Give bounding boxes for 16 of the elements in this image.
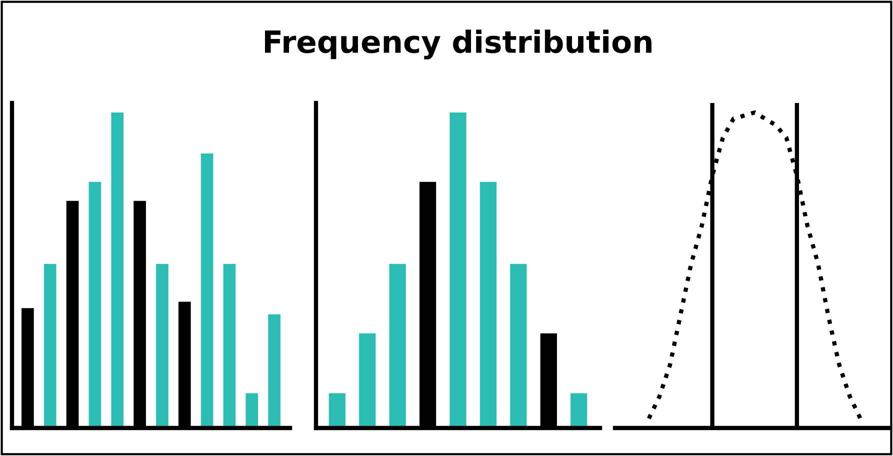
bar <box>359 333 376 428</box>
bar <box>88 182 102 428</box>
bar <box>389 264 406 428</box>
bar <box>200 153 214 428</box>
bar <box>111 112 124 428</box>
bar <box>156 264 168 428</box>
bar <box>450 112 466 428</box>
bar <box>268 314 280 428</box>
bar <box>328 393 346 428</box>
bar <box>570 393 588 428</box>
bar <box>223 264 236 428</box>
bar <box>510 264 527 428</box>
bar <box>44 264 56 428</box>
bar <box>246 393 258 428</box>
chart-title: Frequency distribution <box>265 30 652 60</box>
bar <box>480 182 497 428</box>
